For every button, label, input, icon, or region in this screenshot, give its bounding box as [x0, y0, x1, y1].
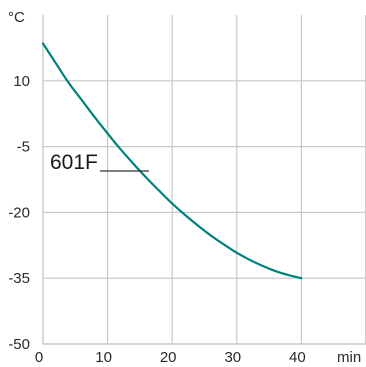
y-tick-label: -50 — [8, 336, 30, 353]
series-line-601F — [41, 42, 303, 280]
x-tick-label: 10 — [95, 349, 112, 366]
axes — [42, 15, 366, 345]
y-tick-label: -35 — [8, 270, 30, 287]
y-tick-label: -5 — [17, 139, 30, 156]
tick-labels: -50 -35 -20 -5 10 0 10 20 30 40 — [8, 73, 305, 366]
x-tick-label: 30 — [224, 349, 241, 366]
series-label-group: 601F — [50, 151, 149, 174]
series-group — [41, 42, 303, 280]
y-unit-label: °C — [8, 9, 25, 26]
series-label: 601F — [50, 151, 98, 174]
x-unit-label: min — [337, 349, 361, 366]
y-tick-label: 10 — [13, 73, 30, 90]
x-tick-label: 40 — [289, 349, 306, 366]
y-tick-label: -20 — [8, 204, 30, 221]
grid — [43, 15, 366, 344]
x-tick-label: 0 — [35, 349, 43, 366]
x-tick-label: 20 — [160, 349, 177, 366]
